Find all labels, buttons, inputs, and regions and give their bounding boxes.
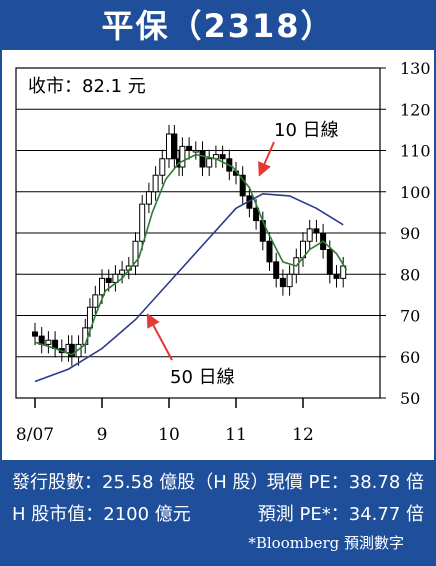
candle-body	[132, 240, 139, 267]
y-tick-label: 80	[400, 265, 420, 284]
price-chart-area: 50 60 70 80 90 100 110 120 130 8/07 9 10 11 12 收市：82.1…	[2, 50, 434, 460]
forecast-pe: 預測 PE*：34.77 倍	[257, 504, 424, 525]
y-tick-label: 90	[400, 224, 420, 243]
ma10-arrow	[258, 141, 275, 177]
candle-body	[166, 133, 172, 160]
candle-body	[32, 331, 38, 337]
current-pe: 現價 PE：38.78 倍	[266, 472, 424, 493]
ma10-annotation-label: 10 日線	[274, 120, 339, 141]
candle-body	[68, 343, 75, 358]
candle-body	[152, 174, 159, 193]
ma10-line	[34, 153, 348, 356]
candle-body	[333, 273, 340, 279]
x-tick-label: 9	[97, 425, 108, 445]
candle-body	[145, 191, 152, 205]
candle-body	[86, 306, 93, 329]
candle-body	[239, 174, 246, 197]
stock-title: 平保（2318）	[2, 2, 434, 50]
candle-body	[313, 228, 320, 234]
candle-body	[45, 339, 52, 345]
ma50-arrow	[146, 313, 173, 361]
candle-body	[179, 145, 186, 168]
candle-body	[92, 294, 99, 308]
x-tick-label: 10	[158, 425, 180, 445]
candle-body	[279, 277, 286, 288]
candle-body	[171, 133, 178, 160]
y-tick-label: 50	[400, 389, 420, 408]
x-tick-label: 8/07	[16, 425, 54, 445]
y-tick-label: 60	[400, 348, 420, 367]
ma50-label-bg	[162, 363, 252, 387]
candle-body	[206, 158, 213, 168]
ma50-line	[34, 192, 344, 383]
candle-body	[119, 269, 126, 275]
y-tick-label: 70	[400, 307, 420, 326]
shares-issued: 發行股數：25.58 億股（H 股）	[12, 472, 269, 493]
y-tick-label: 110	[400, 142, 431, 161]
candle-body	[273, 261, 280, 279]
candle-body	[326, 249, 333, 275]
x-tick-label: 12	[292, 425, 314, 445]
candle-body	[266, 240, 273, 263]
candle-body	[253, 207, 260, 222]
candle-body	[105, 277, 112, 283]
candle-body	[139, 203, 146, 242]
candle-body	[219, 154, 226, 160]
footnote: *Bloomberg 預測數字	[248, 534, 404, 552]
candle-body	[199, 150, 206, 168]
y-tick-label: 100	[400, 183, 431, 202]
candle-body	[192, 150, 199, 153]
candle-body	[306, 228, 313, 242]
y-tick-label: 120	[400, 100, 431, 119]
ma50-annotation-label: 50 日線	[170, 367, 235, 388]
y-tick-label: 130	[400, 59, 431, 78]
price-chart: 50 60 70 80 90 100 110 120 130 8/07 9 10 11 12 收市：82.1…	[15, 59, 431, 445]
candle-body	[159, 158, 166, 176]
stock-info-panel: 發行股數：25.58 億股（H 股） 現價 PE：38.78 倍 H 股市值：2…	[2, 460, 434, 564]
close-price-label: 收市：82.1 元	[28, 76, 146, 97]
x-tick-label: 11	[225, 425, 247, 445]
candle-body	[99, 277, 105, 296]
candle-body	[186, 145, 193, 151]
h-share-market-cap: H 股市值：2100 億元	[12, 504, 191, 525]
candle-body	[286, 273, 293, 288]
